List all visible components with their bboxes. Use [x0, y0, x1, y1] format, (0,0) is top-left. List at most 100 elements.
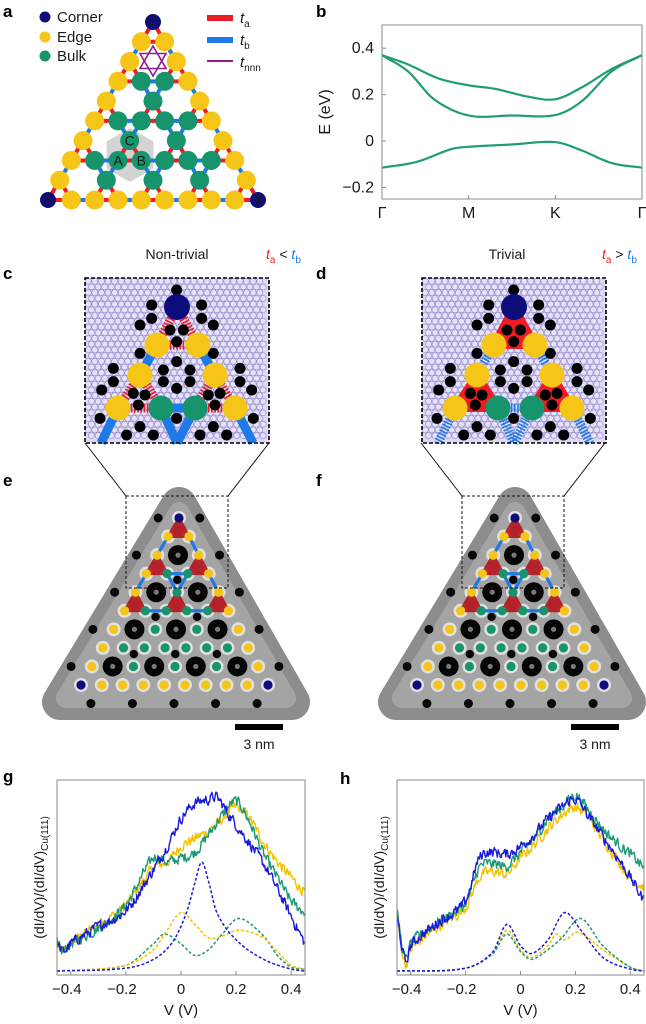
cu-atom: [197, 369, 204, 377]
cu-atom: [121, 340, 128, 348]
y-axis-label: (dI/dV)/(dI/dV)Cu(111): [371, 816, 391, 939]
hexagon-ring-center: [570, 663, 576, 670]
cu-atom: [537, 420, 545, 428]
boundary-co-molecule: [402, 661, 412, 671]
cu-atom: [111, 300, 118, 308]
cu-atom: [563, 283, 571, 291]
cu-atom: [441, 289, 449, 296]
cu-atom: [497, 386, 505, 394]
cu-atom: [451, 420, 459, 428]
cu-atom: [207, 432, 214, 439]
edge-site-marker: [180, 680, 190, 690]
bulk-site-marker: [202, 643, 212, 653]
cu-atom: [193, 386, 201, 394]
co-molecule: [501, 324, 513, 336]
cu-atom: [474, 300, 482, 308]
co-molecule: [509, 575, 518, 585]
cu-atom: [193, 295, 201, 302]
series-line-5-dashed: [56, 911, 306, 972]
cu-atom: [256, 312, 264, 319]
cu-atom: [421, 277, 429, 285]
cu-atom: [507, 369, 515, 377]
cu-atom: [428, 300, 436, 308]
edge-site: [166, 52, 186, 72]
co-molecule: [171, 336, 183, 348]
cu-atom: [454, 289, 462, 296]
cu-atom: [167, 352, 174, 359]
zoom-frame: [84, 277, 270, 444]
cu-atom: [553, 300, 561, 308]
cu-atom: [431, 317, 439, 325]
cu-atom: [435, 335, 442, 342]
cu-atom: [553, 415, 561, 422]
cu-atom: [477, 283, 485, 291]
cu-atom: [458, 283, 465, 291]
cu-atom: [216, 289, 224, 296]
cu-atom: [253, 295, 260, 302]
cu-atom: [553, 335, 561, 342]
cu-atom: [425, 363, 432, 371]
cu-atom: [121, 329, 128, 337]
cu-atom: [593, 300, 601, 308]
cu-atom: [216, 312, 224, 319]
edge-site-marker: [109, 624, 119, 634]
edge-site-marker: [159, 680, 169, 690]
edge-site-marker: [589, 661, 599, 672]
cu-atom: [557, 340, 564, 348]
co-molecule: [171, 649, 180, 659]
edge-site-marker: [499, 531, 509, 542]
series-line-3-smooth: [381, 140, 643, 169]
cu-atom: [593, 380, 601, 388]
cu-atom: [438, 352, 446, 359]
co-molecule: [458, 429, 470, 441]
edge-site: [105, 395, 131, 421]
cu-atom: [197, 277, 204, 285]
cu-atom: [246, 283, 254, 291]
cu-atom: [425, 375, 432, 382]
edge-site-marker: [119, 606, 130, 616]
hexagon-ring-center: [550, 626, 557, 632]
bulk-site: [519, 395, 545, 421]
corner-site-marker: [263, 680, 273, 690]
cu-atom: [101, 329, 108, 337]
edge-site-marker: [477, 569, 487, 579]
cu-atom: [425, 397, 432, 405]
cu-atom: [243, 346, 250, 354]
cu-atom: [256, 392, 264, 399]
corner-site: [501, 294, 527, 320]
cu-atom: [547, 277, 554, 285]
boundary-co-molecule: [234, 587, 244, 597]
cu-atom: [428, 277, 436, 285]
y-axis-label-main: E (eV): [317, 89, 334, 134]
co-molecule: [487, 612, 496, 622]
relation-operator: <: [275, 246, 291, 262]
cu-atom: [84, 289, 92, 296]
y-axis-label-main: (dI/dV)/(dI/dV): [31, 851, 47, 939]
cu-atom: [137, 289, 145, 296]
cu-atom: [560, 323, 568, 331]
relation-right-symbol: t: [291, 246, 296, 262]
cu-atom: [98, 403, 105, 411]
cu-atom: [560, 289, 568, 296]
cu-atom: [501, 289, 508, 296]
edge-site-marker: [223, 606, 234, 616]
cu-atom: [428, 380, 436, 388]
cu-atom: [567, 346, 574, 354]
bulk-site-marker: [161, 606, 171, 616]
cu-atom: [197, 380, 204, 388]
corner-site-marker: [174, 513, 184, 523]
cu-atom: [557, 352, 564, 359]
bulk-site-marker: [162, 569, 172, 579]
cu-atom: [540, 415, 548, 422]
cu-atom: [471, 340, 479, 348]
cu-atom: [481, 323, 488, 331]
cu-atom: [117, 335, 125, 342]
cu-atom: [157, 277, 165, 285]
cu-atom: [576, 295, 584, 302]
cu-atom: [190, 277, 198, 285]
cu-atom: [441, 277, 449, 285]
boundary-co-molecule: [590, 624, 600, 634]
trivial-relation: ta > tb: [602, 246, 637, 266]
co-molecule: [571, 362, 583, 374]
cu-atom: [207, 283, 214, 291]
